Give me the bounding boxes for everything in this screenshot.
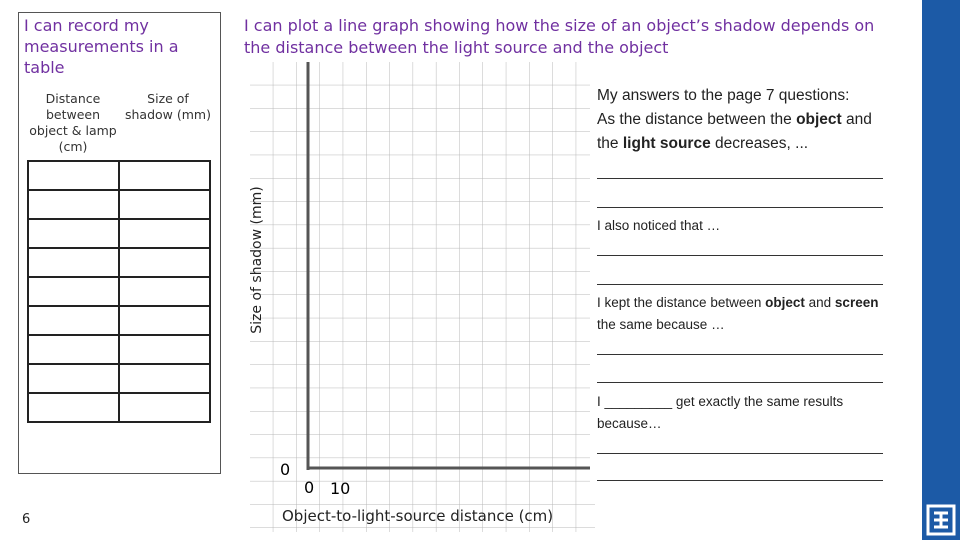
logo: [926, 504, 956, 536]
answer-prompt: As the distance between the object and t…: [597, 108, 892, 156]
table-panel: [18, 12, 221, 474]
answer-line: [597, 354, 883, 355]
text: object: [796, 111, 842, 128]
answer-prompt: I kept the distance between object and s…: [597, 292, 892, 336]
answer-line: [597, 207, 883, 208]
answers-box: My answers to the page 7 questions: As t…: [590, 82, 895, 490]
text: object: [765, 295, 805, 310]
answer-prompt: I _________ get exactly the same results…: [597, 394, 844, 431]
text: and the: [597, 111, 872, 152]
y-axis-label: Size of shadow (mm): [249, 186, 265, 334]
side-stripe: [922, 0, 960, 540]
x-tick-label: 10: [330, 479, 351, 498]
text: and: [804, 295, 835, 310]
answer-prompt: I also noticed that …: [597, 218, 721, 233]
y-origin-label: 0: [280, 460, 291, 479]
answer-line: [597, 453, 883, 454]
graph-paper: [250, 62, 595, 532]
text: light source: [622, 135, 711, 152]
text: I kept the distance between: [597, 295, 766, 310]
page-number: 6: [22, 512, 31, 527]
text: As the distance between the: [597, 111, 797, 128]
text: screen: [834, 295, 879, 310]
answer-line: [597, 382, 883, 383]
x-tick-label: 0: [304, 478, 315, 497]
answers-heading: My answers to the page 7 questions:: [597, 87, 850, 104]
table-title: I can record my measurements in a table: [24, 16, 179, 77]
table-header: Distance between object & lamp (cm): [29, 91, 117, 154]
answer-line: [597, 255, 883, 256]
text: the same because …: [597, 317, 725, 332]
answer-line: [597, 178, 883, 179]
answer-line: [597, 284, 883, 285]
graph-title: I can plot a line graph showing how the …: [244, 16, 875, 57]
answer-line: [597, 480, 883, 481]
x-axis-label: Object-to-light-source distance (cm): [282, 507, 554, 525]
measurement-table: [27, 160, 211, 423]
table-header: Size of shadow (mm): [125, 91, 211, 122]
text: decreases, ...: [710, 135, 809, 152]
